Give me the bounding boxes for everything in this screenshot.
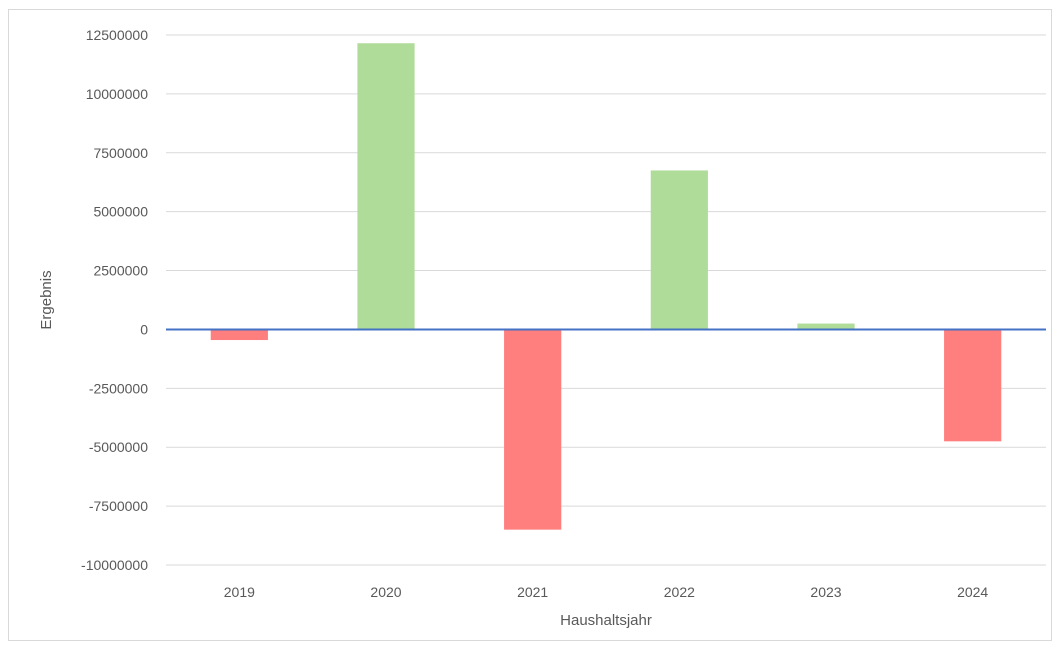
x-tick-label: 2022: [664, 584, 695, 600]
y-tick-label: 7500000: [93, 145, 148, 161]
bar-2024: [944, 329, 1002, 442]
x-tick-label: 2020: [370, 584, 401, 600]
chart-area: 12500000 10000000 7500000 5000000 2500000 0 -2…: [8, 9, 1052, 641]
y-tick-label: -2500000: [89, 380, 148, 396]
bars: [210, 43, 1002, 530]
y-tick-labels: 12500000 10000000 7500000 5000000 2500000 0 -2…: [81, 27, 148, 573]
bar-2023: [797, 323, 855, 330]
bar-2020: [357, 43, 415, 330]
x-axis-title: Haushaltsjahr: [560, 612, 652, 629]
y-axis-title: Ergebnis: [38, 270, 55, 329]
x-tick-label: 2019: [224, 584, 255, 600]
y-tick-label: -7500000: [89, 498, 148, 514]
y-tick-label: 0: [140, 321, 148, 337]
bar-2019: [210, 329, 268, 341]
x-tick-label: 2023: [810, 584, 841, 600]
y-tick-label: -5000000: [89, 439, 148, 455]
bar-chart: 12500000 10000000 7500000 5000000 2500000 0 -2…: [38, 27, 1046, 629]
bar-2021: [504, 329, 562, 530]
y-tick-label: 5000000: [93, 204, 148, 220]
bar-2022: [650, 170, 708, 330]
x-tick-labels: 2019 2020 2021 2022 2023 2024: [224, 584, 989, 600]
x-tick-label: 2021: [517, 584, 548, 600]
y-tick-label: -10000000: [81, 557, 148, 573]
x-tick-label: 2024: [957, 584, 988, 600]
y-tick-label: 10000000: [86, 86, 149, 102]
y-tick-label: 12500000: [86, 27, 149, 43]
y-tick-label: 2500000: [93, 263, 148, 279]
gridlines: [166, 34, 1046, 566]
